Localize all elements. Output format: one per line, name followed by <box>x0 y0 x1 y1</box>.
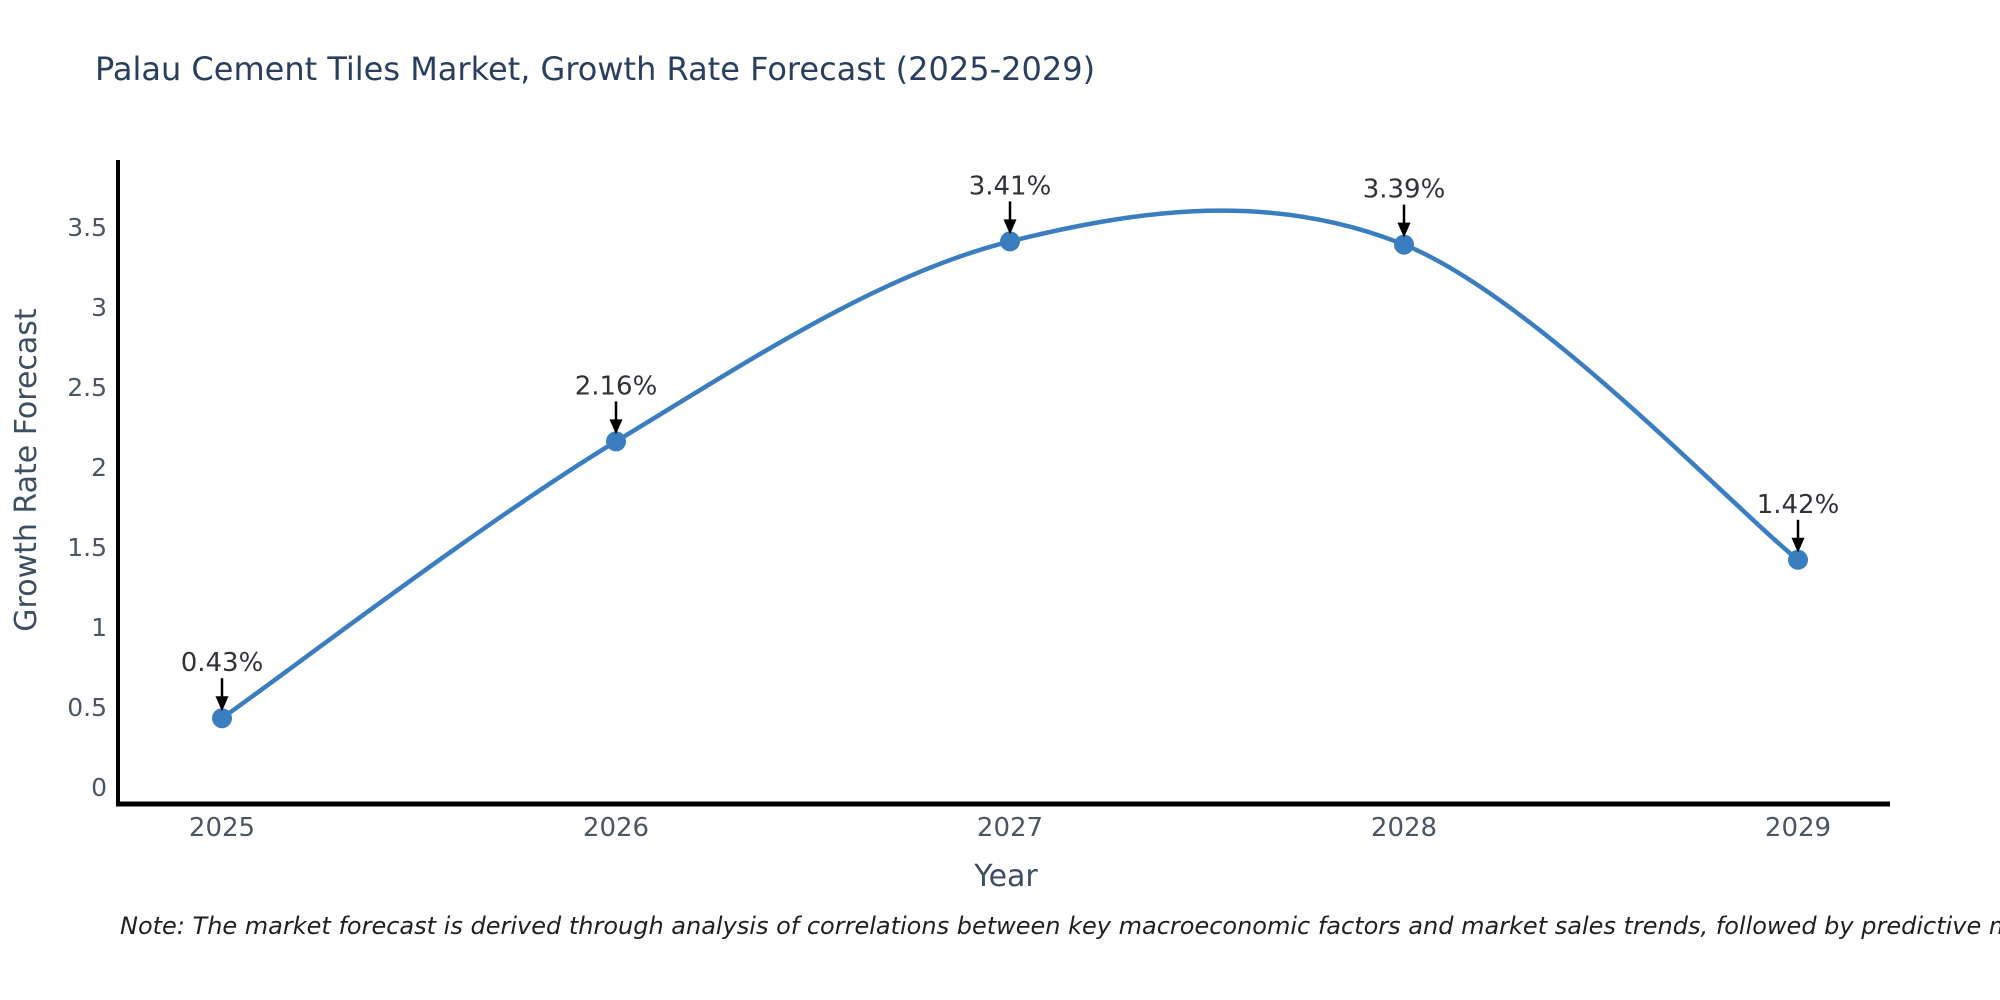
y-axis-title: Growth Rate Forecast <box>9 308 44 632</box>
point-annotations: 0.43% 2.16% 3.41% 3.39% 1.42% <box>181 171 1840 712</box>
data-point-marker-2027 <box>1000 231 1020 252</box>
annotation-arrowhead <box>1003 219 1017 235</box>
y-tick-label: 2.5 <box>67 373 107 402</box>
data-point-label: 2.16% <box>575 371 658 401</box>
annotation-arrowhead <box>1397 222 1411 238</box>
y-tick-label: 0.5 <box>67 693 107 722</box>
x-tick-label: 2025 <box>189 813 255 843</box>
x-axis-tick-labels: 2025 2026 2027 2028 2029 <box>189 813 1831 843</box>
annotation-arrowhead <box>215 696 229 712</box>
x-tick-label: 2028 <box>1371 813 1437 843</box>
y-tick-label: 0 <box>91 773 107 802</box>
x-tick-label: 2027 <box>977 813 1043 843</box>
chart-title: Palau Cement Tiles Market, Growth Rate F… <box>95 50 1096 88</box>
data-point-marker-2028 <box>1394 234 1414 255</box>
forecast-curve <box>219 208 1801 721</box>
y-tick-label: 1 <box>91 613 107 642</box>
forecast-series <box>212 208 1808 729</box>
y-tick-label: 3 <box>91 293 107 322</box>
data-point-label: 0.43% <box>181 648 264 678</box>
x-tick-label: 2029 <box>1765 813 1831 843</box>
x-tick-label: 2026 <box>583 813 649 843</box>
annotation-arrowhead <box>1791 537 1805 553</box>
data-point-label: 3.39% <box>1363 175 1446 205</box>
footnote: Note: The market forecast is derived thr… <box>120 912 2000 940</box>
data-point-marker-2025 <box>212 708 232 729</box>
data-point-marker-2026 <box>606 431 626 452</box>
annotation-arrowhead <box>609 419 623 435</box>
y-tick-label: 1.5 <box>67 533 107 562</box>
y-tick-label: 2 <box>91 453 107 482</box>
data-point-marker-2029 <box>1788 549 1808 570</box>
data-point-label: 3.41% <box>969 171 1052 201</box>
data-point-label: 1.42% <box>1757 490 1840 520</box>
x-axis-title: Year <box>973 859 1038 894</box>
y-axis-tick-labels: 0 0.5 1 1.5 2 2.5 3 3.5 <box>67 213 107 802</box>
y-tick-label: 3.5 <box>67 213 107 242</box>
